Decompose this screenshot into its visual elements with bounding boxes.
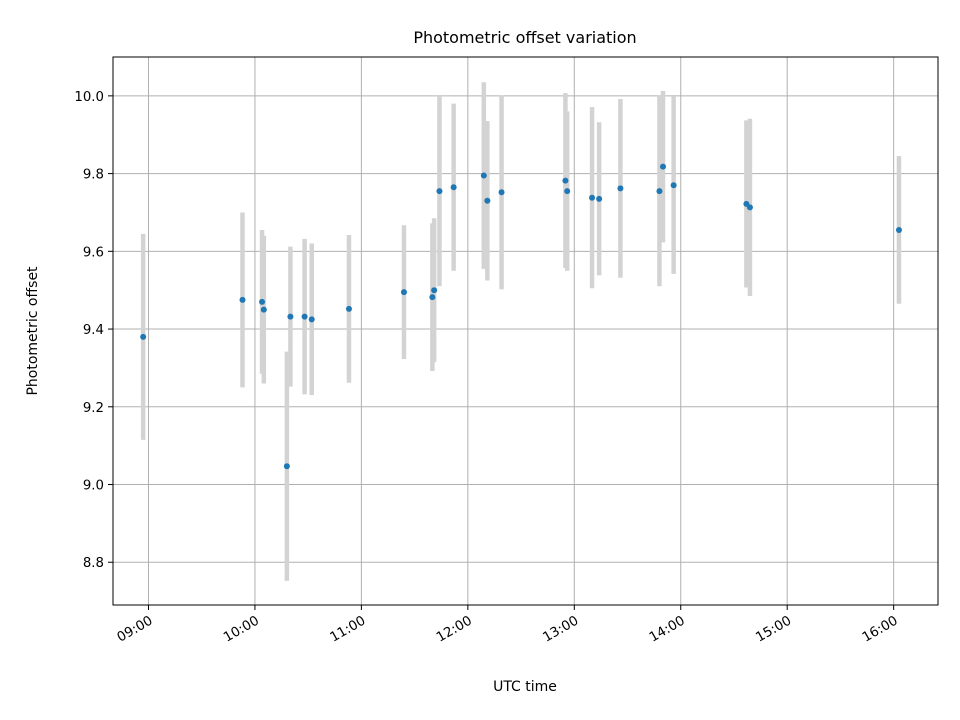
data-point (895, 226, 902, 233)
data-point (260, 306, 267, 313)
data-point (746, 204, 753, 211)
chart-title: Photometric offset variation (413, 28, 636, 47)
data-points (140, 163, 902, 470)
data-point (259, 298, 266, 305)
plot-frame (112, 56, 939, 606)
data-point (564, 188, 571, 195)
data-point (283, 463, 290, 470)
y-tick-label: 9.4 (83, 323, 104, 338)
data-point (484, 197, 491, 204)
x-axis-label: UTC time (493, 679, 557, 695)
data-point (429, 294, 436, 301)
y-axis-label: Photometric offset (25, 266, 41, 396)
y-tick-label: 9.2 (83, 401, 104, 416)
y-tick-label: 9.0 (83, 479, 104, 494)
grid-lines (113, 57, 938, 605)
data-point (656, 188, 663, 195)
data-point (670, 182, 677, 189)
data-point (562, 177, 569, 184)
data-point (400, 289, 407, 296)
data-point (239, 296, 246, 303)
data-point (480, 172, 487, 179)
data-point (301, 313, 308, 320)
data-point (596, 195, 603, 202)
data-point (436, 188, 443, 195)
data-point (450, 184, 457, 191)
y-axis-ticks: 8.8 9.0 9.2 9.4 9.6 9.8 10.0 (74, 90, 113, 571)
data-point (498, 189, 505, 196)
data-point (287, 313, 294, 320)
data-point (308, 316, 315, 323)
data-point (345, 305, 352, 312)
y-tick-label: 8.8 (83, 556, 104, 571)
data-point (660, 163, 666, 170)
data-point (617, 185, 624, 192)
data-point (431, 287, 438, 294)
data-point (140, 333, 147, 340)
y-tick-label: 9.6 (83, 245, 104, 260)
y-tick-label: 10.0 (74, 90, 104, 105)
data-point (589, 194, 596, 201)
y-tick-label: 9.8 (83, 168, 104, 183)
